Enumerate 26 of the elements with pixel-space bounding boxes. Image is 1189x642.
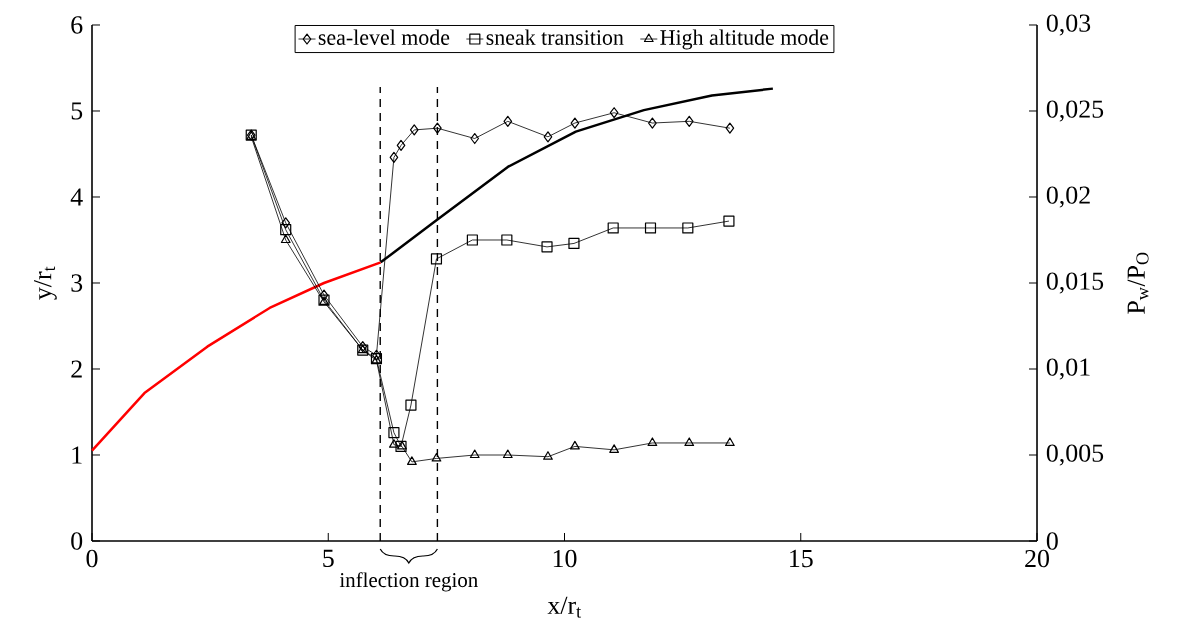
y-tick-label: 5: [71, 102, 83, 120]
y-tick-label: 2: [71, 360, 82, 378]
legend-label: High altitude mode: [660, 29, 829, 50]
y-tick-label: 3: [71, 274, 83, 292]
x-tick-label: 0: [86, 549, 98, 568]
text: inflection region: [339, 572, 478, 592]
y-axis-title: y/r$_{t}$: [34, 266, 57, 300]
legend-label: sea-level mode: [318, 29, 450, 45]
y-tick-label: 4: [70, 188, 83, 206]
y2-tick-label: 0,005: [1046, 444, 1104, 466]
y-tick-label: 6: [71, 16, 83, 34]
x-axis-title: x/r$_{t}$: [547, 596, 582, 618]
y2-tick-label: 0,02: [1046, 186, 1090, 208]
x-tick-label: 10: [553, 549, 577, 568]
y2-tick-label: 0,01: [1046, 358, 1090, 380]
y2-tick-label: 0,03: [1046, 14, 1091, 36]
y2-tick-label: 0: [1046, 532, 1058, 550]
x-tick-label: 15: [790, 549, 813, 568]
x-tick-label: 20: [1025, 549, 1049, 568]
y-tick-label: 0: [71, 532, 83, 550]
legend-label: sneak transition: [486, 29, 624, 45]
y2-tick-label: 0,015: [1046, 272, 1104, 294]
x-tick-label: 5: [323, 549, 334, 568]
y2-axis-title: P$_{w}$/P$_{O}$: [1127, 252, 1149, 314]
y-tick-label: 1: [72, 446, 82, 464]
y2-tick-label: 0,025: [1046, 100, 1104, 122]
